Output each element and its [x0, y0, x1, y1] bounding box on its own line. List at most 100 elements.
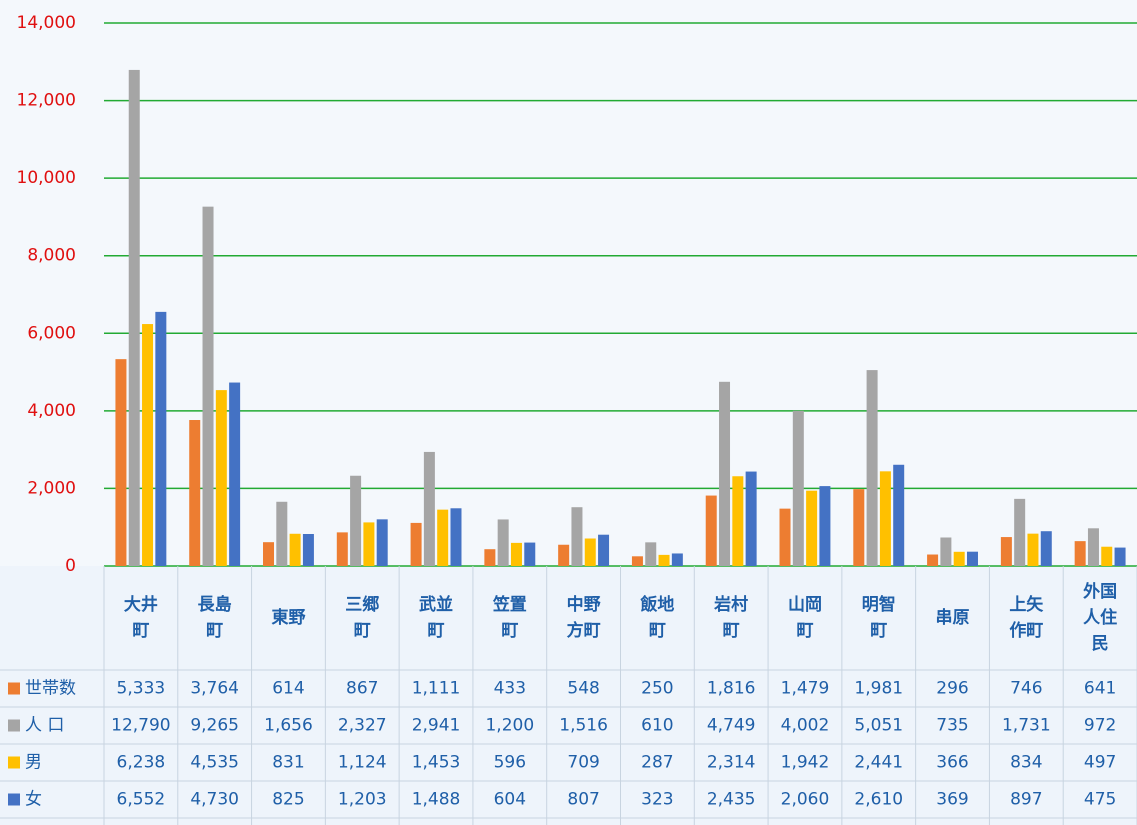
table-value: 1,111 [412, 679, 461, 699]
table-value: 4,002 [781, 716, 830, 736]
table-value: 366 [936, 753, 968, 773]
table-value: 2,327 [338, 716, 387, 736]
bar [142, 324, 154, 566]
bar [437, 509, 449, 566]
bar [953, 551, 965, 566]
y-tick-label: 10,000 [17, 168, 76, 188]
x-tick-label: 山岡町 [788, 595, 822, 641]
table-value: 433 [494, 679, 526, 699]
table-value: 323 [641, 790, 673, 810]
table-value: 834 [1010, 753, 1042, 773]
table-value: 6,552 [117, 790, 166, 810]
bar [1000, 537, 1012, 566]
bar [450, 508, 462, 566]
bar [879, 471, 891, 566]
table-value: 2,314 [707, 753, 756, 773]
table-value: 604 [494, 790, 526, 810]
table-value: 497 [1084, 753, 1116, 773]
y-tick-label: 14,000 [17, 13, 76, 33]
bar [966, 551, 978, 566]
legend-label: 男 [25, 753, 42, 773]
y-tick-label: 12,000 [17, 91, 76, 111]
y-tick-label: 4,000 [27, 401, 76, 421]
bar [229, 382, 241, 566]
bar [1027, 533, 1039, 566]
x-tick-label: 三郷町 [345, 594, 379, 641]
bar [705, 495, 717, 566]
table-value: 1,516 [559, 716, 608, 736]
bar [336, 532, 348, 566]
bar [927, 554, 939, 566]
table-value: 296 [936, 679, 968, 699]
bar [510, 542, 522, 566]
bar [719, 381, 731, 566]
table-value: 548 [567, 679, 599, 699]
bar [155, 311, 167, 566]
legend-key [8, 756, 20, 769]
bar [497, 519, 509, 566]
table-value: 2,441 [854, 753, 903, 773]
table-value: 250 [641, 679, 673, 699]
table-value: 4,730 [190, 790, 239, 810]
table-value: 287 [641, 753, 673, 773]
bar [1040, 531, 1052, 566]
bar [115, 359, 127, 566]
x-tick-label: 大井町 [124, 594, 158, 641]
table-value: 831 [272, 753, 304, 773]
table-value: 709 [567, 753, 599, 773]
bar [631, 556, 643, 566]
table-value: 1,981 [854, 679, 903, 699]
bar [376, 519, 388, 566]
legend-key [8, 719, 20, 732]
table-value: 12,790 [111, 716, 170, 736]
bar [524, 542, 536, 566]
bar [819, 486, 831, 566]
table-value: 610 [641, 716, 673, 736]
bar [263, 542, 275, 566]
bar [1074, 541, 1086, 566]
x-tick-label: 笠置町 [493, 594, 527, 641]
x-tick-label: 飯地町 [639, 594, 674, 641]
legend-key [8, 793, 20, 806]
table-value: 1,488 [412, 790, 461, 810]
y-tick-label: 8,000 [27, 246, 76, 266]
bar [1101, 546, 1113, 566]
table-value: 807 [567, 790, 599, 810]
table-value: 1,453 [412, 753, 461, 773]
x-tick-label: 上矢作町 [1009, 594, 1044, 641]
bar [598, 534, 610, 566]
bar [866, 370, 878, 566]
bar [671, 553, 683, 566]
bar [745, 471, 757, 566]
table-value: 735 [936, 716, 968, 736]
table-value: 5,333 [117, 679, 166, 699]
bar [1087, 528, 1099, 566]
table-value: 1,942 [781, 753, 830, 773]
bar [853, 489, 865, 566]
y-tick-label: 0 [65, 556, 76, 576]
bar [558, 544, 570, 566]
table-value: 641 [1084, 679, 1116, 699]
table-value: 596 [494, 753, 526, 773]
bar [893, 464, 905, 566]
legend-key [8, 682, 20, 695]
legend-label: 人 口 [25, 716, 64, 736]
table-value: 3,764 [190, 679, 239, 699]
bar [484, 549, 496, 566]
bar [215, 390, 227, 566]
table-value: 1,731 [1002, 716, 1051, 736]
x-tick-label: 明智町 [862, 594, 896, 641]
table-value: 475 [1084, 790, 1116, 810]
table-value: 897 [1010, 790, 1042, 810]
x-tick-label: 外国人住民 [1083, 581, 1117, 654]
bar [350, 475, 362, 566]
legend-label: 世帯数 [25, 679, 76, 699]
table-value: 825 [272, 790, 304, 810]
bar [732, 476, 744, 566]
table-value: 5,051 [854, 716, 903, 736]
table-value: 6,238 [117, 753, 166, 773]
table-bg [0, 566, 1137, 825]
x-tick-label: 串原 [936, 607, 970, 628]
table-value: 4,749 [707, 716, 756, 736]
